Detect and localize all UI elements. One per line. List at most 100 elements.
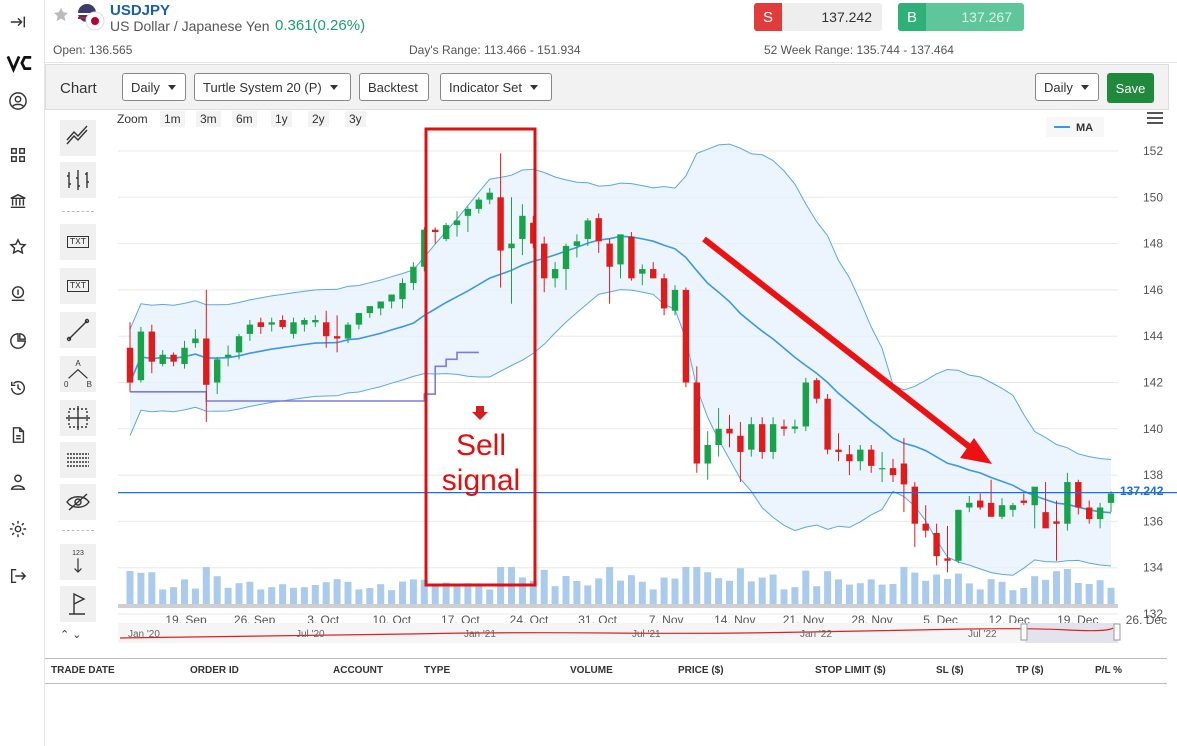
zoom-3y[interactable]: 3y bbox=[345, 111, 366, 127]
fibonacci-tool-icon[interactable]: A 0 B bbox=[60, 356, 96, 392]
legend-box bbox=[1046, 117, 1104, 137]
grid-icon[interactable] bbox=[7, 144, 29, 166]
week52-range-stat: 52 Week Range: 135.744 - 137.464 bbox=[764, 43, 954, 57]
text-callout-tool-icon[interactable]: TXT bbox=[60, 268, 96, 304]
y-tick-label: 142 bbox=[1143, 376, 1163, 390]
candle-body bbox=[442, 225, 450, 239]
volume-bar bbox=[998, 581, 1006, 605]
candle-body bbox=[900, 463, 908, 485]
text-tool-label: TXT bbox=[66, 236, 90, 248]
candle-body bbox=[312, 319, 319, 323]
document-icon[interactable] bbox=[7, 424, 29, 446]
col-tp[interactable]: TP ($) bbox=[1016, 665, 1044, 676]
turtle-system-line bbox=[130, 351, 479, 402]
col-type[interactable]: TYPE bbox=[424, 665, 451, 676]
history-icon[interactable] bbox=[7, 377, 29, 399]
settings-icon[interactable] bbox=[7, 518, 29, 540]
col-sl[interactable]: SL ($) bbox=[936, 665, 964, 676]
col-stop-limit[interactable]: STOP LIMIT ($) bbox=[815, 665, 886, 676]
volume-bar bbox=[682, 567, 690, 605]
save-button[interactable]: Save bbox=[1107, 73, 1154, 103]
candle-body bbox=[944, 558, 951, 561]
volume-bar bbox=[1053, 571, 1060, 605]
indicator-set-dropdown[interactable]: Indicator Set bbox=[440, 73, 552, 101]
volume-bar bbox=[638, 581, 646, 605]
text-callout-label: TXT bbox=[66, 280, 90, 292]
pie-icon[interactable] bbox=[7, 330, 29, 352]
tool-separator bbox=[62, 530, 94, 531]
backtest-button[interactable]: Backtest bbox=[359, 73, 429, 101]
volume-bar bbox=[366, 588, 374, 605]
collapse-tools-icon[interactable]: ⌃ ⌄ bbox=[60, 629, 82, 641]
money-icon[interactable] bbox=[7, 283, 29, 305]
volume-bar bbox=[137, 572, 145, 605]
instrument-header bbox=[45, 0, 1177, 63]
strategy-dropdown[interactable]: Turtle System 20 (P) bbox=[194, 73, 351, 101]
col-volume[interactable]: VOLUME bbox=[570, 665, 613, 676]
volume-bar bbox=[409, 579, 417, 605]
zoom-2y[interactable]: 2y bbox=[308, 111, 329, 127]
volume-bar bbox=[290, 587, 297, 605]
candle-body bbox=[791, 426, 799, 429]
line-tool-icon[interactable] bbox=[60, 312, 96, 348]
volume-bar bbox=[660, 577, 668, 605]
y-tick-label: 152 bbox=[1143, 144, 1163, 158]
candle-body bbox=[126, 347, 134, 383]
zoom-6m[interactable]: 6m bbox=[232, 111, 257, 127]
star-icon[interactable] bbox=[7, 236, 29, 258]
last-price-label: 137.242 bbox=[1120, 484, 1164, 498]
chart-menu-icon[interactable] bbox=[1145, 110, 1165, 131]
user-icon[interactable] bbox=[7, 90, 29, 112]
volume-bar bbox=[965, 583, 973, 605]
favorite-star-icon[interactable] bbox=[52, 6, 70, 29]
volume-bar bbox=[813, 586, 821, 605]
navigator-window bbox=[1025, 623, 1118, 643]
zoom-1y[interactable]: 1y bbox=[271, 111, 292, 127]
navigator-label: Jul '21 bbox=[632, 629, 661, 640]
candle-body bbox=[835, 449, 842, 452]
interval-dropdown[interactable]: Daily bbox=[122, 73, 186, 101]
text-tool-icon[interactable]: TXT bbox=[60, 224, 96, 260]
candle-body bbox=[955, 509, 962, 561]
col-order-id[interactable]: ORDER ID bbox=[190, 665, 239, 676]
navigator-handle-left bbox=[1020, 623, 1028, 641]
sell-tag: S bbox=[754, 3, 782, 31]
bank-icon[interactable] bbox=[7, 190, 29, 212]
zoom-3m[interactable]: 3m bbox=[196, 111, 221, 127]
person-icon[interactable] bbox=[7, 471, 29, 493]
col-price[interactable]: PRICE ($) bbox=[678, 665, 724, 676]
strategy-label: Turtle System 20 (P) bbox=[203, 79, 322, 95]
volume-bar bbox=[300, 587, 308, 605]
candle-body bbox=[573, 241, 581, 246]
measure-tool-icon[interactable] bbox=[60, 442, 96, 478]
flag-tool-icon[interactable] bbox=[60, 586, 96, 622]
sell-button[interactable]: S 137.242 bbox=[754, 3, 882, 31]
col-trade-date[interactable]: TRADE DATE bbox=[51, 665, 115, 676]
logout-icon[interactable] bbox=[7, 565, 29, 587]
volume-bar bbox=[1107, 587, 1115, 605]
volume-bar bbox=[736, 568, 744, 605]
fib-label-a: A bbox=[75, 359, 81, 368]
candle-body bbox=[246, 324, 254, 334]
candle-body bbox=[889, 468, 897, 476]
number-tool-icon[interactable]: 123 bbox=[60, 544, 96, 580]
buy-button[interactable]: B 137.267 bbox=[898, 3, 1024, 31]
col-account[interactable]: ACCOUNT bbox=[333, 665, 383, 676]
collapse-icon[interactable] bbox=[7, 11, 29, 33]
zoom-1m[interactable]: 1m bbox=[160, 111, 185, 127]
candle-body bbox=[486, 192, 493, 200]
candle-body bbox=[214, 359, 221, 383]
logo-icon[interactable] bbox=[5, 52, 35, 74]
hide-drawings-icon[interactable] bbox=[60, 484, 96, 520]
open-stat: Open: 136.565 bbox=[53, 43, 133, 57]
candle-body bbox=[813, 380, 820, 399]
buy-tag: B bbox=[898, 3, 926, 31]
col-pl[interactable]: P/L % bbox=[1095, 665, 1123, 676]
candle-tool-icon[interactable] bbox=[60, 162, 96, 198]
interval-right-dropdown[interactable]: Daily bbox=[1035, 73, 1099, 101]
trend-tool-icon[interactable] bbox=[60, 120, 96, 156]
crosshair-tool-icon[interactable] bbox=[60, 400, 96, 436]
navigator-label: Jan '20 bbox=[128, 629, 160, 640]
price-change: 0.361(0.26%) bbox=[275, 17, 366, 34]
